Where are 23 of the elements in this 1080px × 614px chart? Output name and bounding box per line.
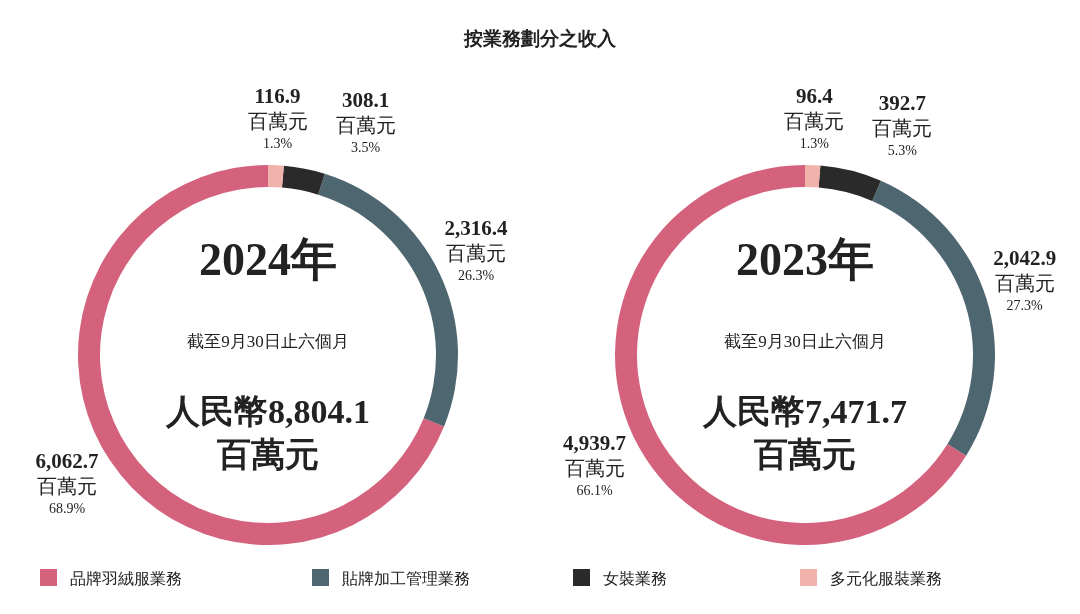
text: 人民幣7,471.7 百萬元 [702,393,907,473]
data-label: 2,316.4 百萬元 26.3% [444,215,508,283]
data-label: 2,042.9 百萬元 27.3% [993,245,1057,313]
text: 人民幣8,804.1 百萬元 [165,393,370,473]
text: 按業務劃分之收入 [463,28,617,49]
legend-label: 女裝業務 [603,570,667,587]
data-label: 6,062.7 百萬元 68.9% [35,449,99,517]
text: 截至9月30日止六個月 [187,332,349,351]
legend-label: 品牌羽絨服業務 [70,570,182,587]
donut-slice [268,165,284,188]
donut-slice [818,165,881,202]
data-label: 116.9 百萬元 1.3% [247,84,308,152]
donut-slice [805,165,821,188]
text: 2024年 [199,234,337,285]
text: 2023年 [736,234,874,285]
data-label: 96.4 百萬元 1.3% [784,84,845,152]
legend-label: 貼牌加工管理業務 [342,570,470,587]
legend-label: 多元化服裝業務 [830,570,942,587]
data-label: 4,939.7 百萬元 66.1% [563,430,627,498]
data-label: 392.7 百萬元 5.3% [872,90,933,158]
data-label: 308.1 百萬元 3.5% [335,88,396,156]
donut-slice [282,165,325,195]
text: 截至9月30日止六個月 [724,332,886,351]
